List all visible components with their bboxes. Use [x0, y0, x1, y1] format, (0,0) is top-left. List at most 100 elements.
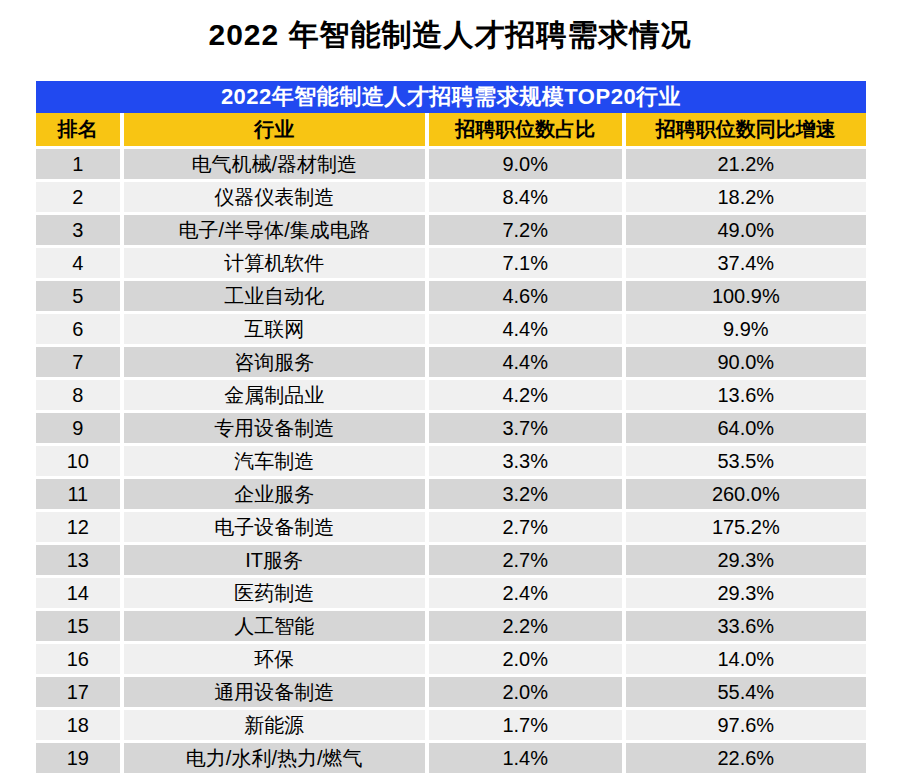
cell-growth: 49.0% — [624, 214, 868, 247]
table-row: 17通用设备制造2.0%55.4% — [34, 676, 868, 709]
cell-share: 4.4% — [427, 346, 624, 379]
page-title: 2022 年智能制造人才招聘需求情况 — [0, 0, 900, 56]
cell-rank: 14 — [34, 577, 122, 610]
cell-rank: 7 — [34, 346, 122, 379]
cell-growth: 29.3% — [624, 544, 868, 577]
cell-share: 4.2% — [427, 379, 624, 412]
cell-rank: 8 — [34, 379, 122, 412]
cell-share: 7.2% — [427, 214, 624, 247]
cell-share: 4.4% — [427, 313, 624, 346]
cell-share: 1.7% — [427, 709, 624, 742]
table-header-row: 排名 行业 招聘职位数占比 招聘职位数同比增速 — [34, 113, 868, 148]
cell-growth: 29.3% — [624, 577, 868, 610]
cell-industry: 电子设备制造 — [122, 511, 427, 544]
column-header-growth: 招聘职位数同比增速 — [624, 113, 868, 148]
cell-growth: 37.4% — [624, 247, 868, 280]
cell-share: 9.0% — [427, 148, 624, 181]
cell-rank: 18 — [34, 709, 122, 742]
cell-rank: 10 — [34, 445, 122, 478]
cell-industry: 人工智能 — [122, 610, 427, 643]
cell-rank: 17 — [34, 676, 122, 709]
cell-rank: 6 — [34, 313, 122, 346]
table-row: 1电气机械/器材制造9.0%21.2% — [34, 148, 868, 181]
column-header-share: 招聘职位数占比 — [427, 113, 624, 148]
cell-growth: 53.5% — [624, 445, 868, 478]
cell-rank: 16 — [34, 643, 122, 676]
cell-industry: 咨询服务 — [122, 346, 427, 379]
cell-share: 1.4% — [427, 742, 624, 773]
table-row: 8金属制品业4.2%13.6% — [34, 379, 868, 412]
cell-growth: 55.4% — [624, 676, 868, 709]
cell-growth: 260.0% — [624, 478, 868, 511]
page: 2022 年智能制造人才招聘需求情况 2022年智能制造人才招聘需求规模TOP2… — [0, 0, 900, 773]
cell-industry: 工业自动化 — [122, 280, 427, 313]
cell-rank: 1 — [34, 148, 122, 181]
table-row: 4计算机软件7.1%37.4% — [34, 247, 868, 280]
cell-industry: 电子/半导体/集成电路 — [122, 214, 427, 247]
cell-growth: 9.9% — [624, 313, 868, 346]
cell-rank: 5 — [34, 280, 122, 313]
cell-share: 4.6% — [427, 280, 624, 313]
column-header-industry: 行业 — [122, 113, 427, 148]
table-row: 15人工智能2.2%33.6% — [34, 610, 868, 643]
cell-industry: 电力/水利/热力/燃气 — [122, 742, 427, 773]
cell-growth: 90.0% — [624, 346, 868, 379]
cell-share: 2.2% — [427, 610, 624, 643]
cell-share: 2.0% — [427, 676, 624, 709]
cell-growth: 100.9% — [624, 280, 868, 313]
cell-share: 7.1% — [427, 247, 624, 280]
cell-growth: 21.2% — [624, 148, 868, 181]
table-row: 3电子/半导体/集成电路7.2%49.0% — [34, 214, 868, 247]
cell-rank: 9 — [34, 412, 122, 445]
cell-growth: 33.6% — [624, 610, 868, 643]
column-header-rank: 排名 — [34, 113, 122, 148]
cell-growth: 175.2% — [624, 511, 868, 544]
cell-share: 2.7% — [427, 544, 624, 577]
cell-growth: 64.0% — [624, 412, 868, 445]
cell-industry: 金属制品业 — [122, 379, 427, 412]
table-row: 7咨询服务4.4%90.0% — [34, 346, 868, 379]
cell-share: 8.4% — [427, 181, 624, 214]
cell-share: 2.7% — [427, 511, 624, 544]
table-row: 16环保2.0%14.0% — [34, 643, 868, 676]
table-row: 13IT服务2.7%29.3% — [34, 544, 868, 577]
cell-industry: 电气机械/器材制造 — [122, 148, 427, 181]
cell-share: 3.2% — [427, 478, 624, 511]
cell-rank: 2 — [34, 181, 122, 214]
top20-table: 2022年智能制造人才招聘需求规模TOP20行业 排名 行业 招聘职位数占比 招… — [32, 78, 870, 773]
cell-share: 2.0% — [427, 643, 624, 676]
cell-industry: 企业服务 — [122, 478, 427, 511]
table-row: 19电力/水利/热力/燃气1.4%22.6% — [34, 742, 868, 773]
table-row: 12电子设备制造2.7%175.2% — [34, 511, 868, 544]
table-row: 5工业自动化4.6%100.9% — [34, 280, 868, 313]
cell-share: 3.7% — [427, 412, 624, 445]
table-row: 9专用设备制造3.7%64.0% — [34, 412, 868, 445]
cell-growth: 22.6% — [624, 742, 868, 773]
table-row: 2仪器仪表制造8.4%18.2% — [34, 181, 868, 214]
cell-industry: 互联网 — [122, 313, 427, 346]
cell-industry: 计算机软件 — [122, 247, 427, 280]
cell-industry: 专用设备制造 — [122, 412, 427, 445]
cell-industry: 医药制造 — [122, 577, 427, 610]
cell-rank: 3 — [34, 214, 122, 247]
cell-share: 3.3% — [427, 445, 624, 478]
cell-industry: 环保 — [122, 643, 427, 676]
cell-growth: 14.0% — [624, 643, 868, 676]
table-row: 11企业服务3.2%260.0% — [34, 478, 868, 511]
cell-rank: 4 — [34, 247, 122, 280]
table-banner-row: 2022年智能制造人才招聘需求规模TOP20行业 — [34, 80, 868, 114]
cell-industry: 仪器仪表制造 — [122, 181, 427, 214]
table-row: 6互联网4.4%9.9% — [34, 313, 868, 346]
cell-share: 2.4% — [427, 577, 624, 610]
table-body: 1电气机械/器材制造9.0%21.2%2仪器仪表制造8.4%18.2%3电子/半… — [34, 148, 868, 773]
cell-rank: 15 — [34, 610, 122, 643]
cell-industry: 新能源 — [122, 709, 427, 742]
cell-growth: 18.2% — [624, 181, 868, 214]
cell-growth: 13.6% — [624, 379, 868, 412]
table-row: 14医药制造2.4%29.3% — [34, 577, 868, 610]
cell-rank: 11 — [34, 478, 122, 511]
cell-industry: 通用设备制造 — [122, 676, 427, 709]
cell-industry: IT服务 — [122, 544, 427, 577]
cell-rank: 13 — [34, 544, 122, 577]
table-banner-title: 2022年智能制造人才招聘需求规模TOP20行业 — [34, 80, 868, 114]
